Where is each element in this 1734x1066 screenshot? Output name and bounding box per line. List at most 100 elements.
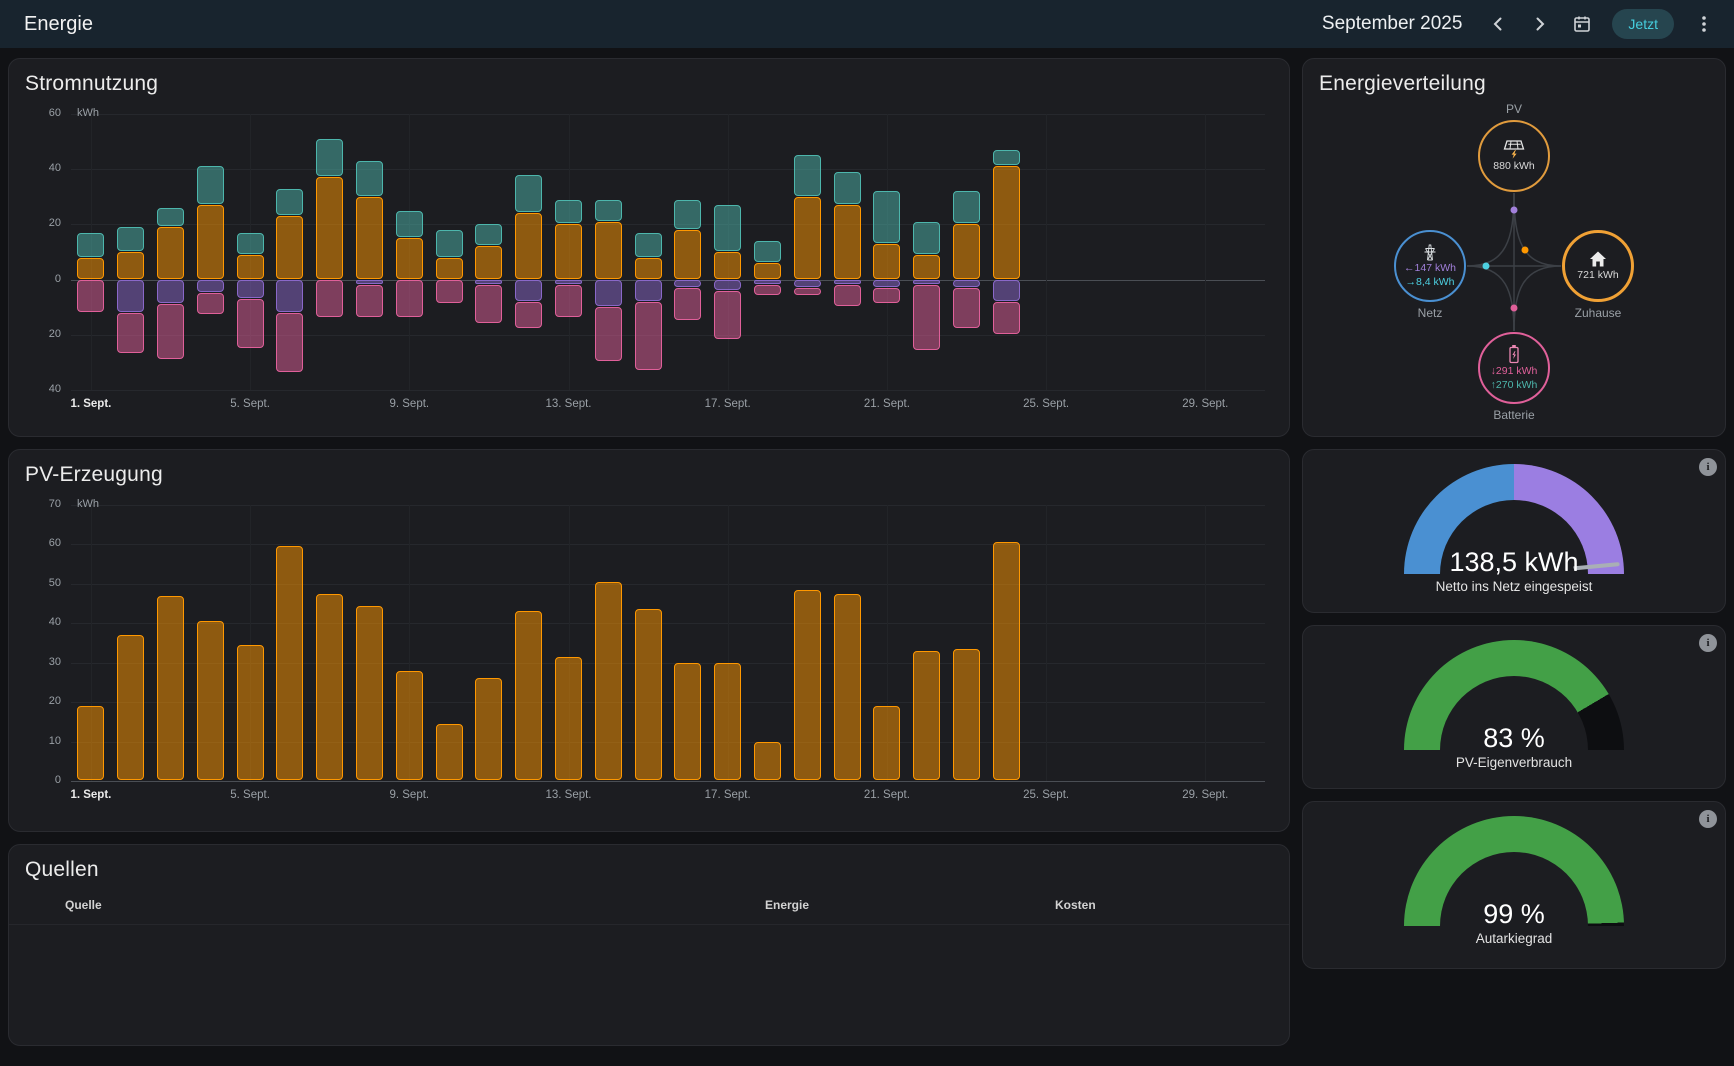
bar-segment[interactable] (714, 252, 742, 279)
bar-segment[interactable] (475, 224, 503, 246)
bar-segment[interactable] (992, 301, 1020, 334)
bar-segment[interactable] (515, 611, 543, 780)
bar-segment[interactable] (316, 177, 344, 279)
bar-segment[interactable] (435, 229, 463, 257)
bar-segment[interactable] (356, 160, 383, 196)
bar-segment[interactable] (953, 287, 980, 329)
bar-segment[interactable] (276, 312, 304, 373)
bar-segment[interactable] (555, 285, 582, 318)
bar-segment[interactable] (157, 304, 184, 359)
bar-segment[interactable] (117, 252, 145, 279)
stromnutzung-chart[interactable]: 60 40 20 0 20 40 kWh 1. Sept. 5. Sept. 9. Sept. 13… (25, 98, 1273, 420)
bar-segment[interactable] (833, 285, 861, 307)
next-period-button[interactable] (1520, 4, 1560, 44)
bar-segment[interactable] (475, 279, 503, 285)
bar-segment[interactable] (196, 205, 224, 279)
bar-segment[interactable] (435, 723, 463, 780)
bar-segment[interactable] (634, 257, 662, 279)
bar-segment[interactable] (236, 644, 264, 780)
bar-segment[interactable] (714, 205, 742, 251)
bar-segment[interactable] (833, 279, 861, 285)
bar-segment[interactable] (236, 254, 264, 279)
bar-segment[interactable] (674, 287, 702, 320)
bar-segment[interactable] (873, 287, 901, 304)
bar-segment[interactable] (873, 279, 901, 287)
bar-segment[interactable] (674, 229, 702, 279)
menu-button[interactable] (1684, 4, 1724, 44)
bar-segment[interactable] (117, 279, 145, 312)
bar-segment[interactable] (435, 257, 463, 279)
bar-segment[interactable] (356, 605, 383, 780)
bar-segment[interactable] (475, 246, 503, 279)
bar-segment[interactable] (196, 293, 224, 315)
bar-segment[interactable] (992, 149, 1020, 166)
bar-segment[interactable] (157, 279, 184, 304)
bar-segment[interactable] (634, 301, 662, 370)
bar-segment[interactable] (77, 232, 105, 257)
bar-segment[interactable] (992, 166, 1020, 279)
bar-segment[interactable] (276, 216, 304, 279)
bar-segment[interactable] (793, 196, 821, 279)
bar-segment[interactable] (117, 635, 145, 780)
info-icon[interactable]: i (1699, 810, 1717, 828)
bar-segment[interactable] (992, 279, 1020, 301)
bar-segment[interactable] (634, 609, 662, 780)
bar-segment[interactable] (196, 621, 224, 780)
bar-segment[interactable] (435, 279, 463, 304)
bar-segment[interactable] (555, 656, 582, 780)
bar-segment[interactable] (157, 207, 184, 227)
info-icon[interactable]: i (1699, 458, 1717, 476)
bar-segment[interactable] (873, 191, 901, 243)
bar-segment[interactable] (594, 581, 622, 780)
bar-segment[interactable] (754, 279, 781, 285)
bar-segment[interactable] (555, 199, 582, 224)
bar-segment[interactable] (953, 279, 980, 287)
bar-segment[interactable] (276, 188, 304, 216)
bar-segment[interactable] (77, 706, 105, 780)
bar-segment[interactable] (276, 546, 304, 780)
bar-segment[interactable] (793, 287, 821, 296)
bar-segment[interactable] (356, 285, 383, 318)
bar-segment[interactable] (754, 741, 781, 780)
bar-segment[interactable] (873, 706, 901, 780)
bar-segment[interactable] (953, 224, 980, 279)
info-icon[interactable]: i (1699, 634, 1717, 652)
bar-segment[interactable] (953, 191, 980, 224)
bar-segment[interactable] (833, 171, 861, 205)
bar-segment[interactable] (754, 240, 781, 263)
bar-segment[interactable] (754, 263, 781, 279)
bar-segment[interactable] (515, 174, 543, 213)
today-button[interactable]: Jetzt (1612, 9, 1674, 39)
bar-segment[interactable] (236, 279, 264, 298)
bar-segment[interactable] (953, 648, 980, 780)
bar-segment[interactable] (236, 232, 264, 254)
bar-segment[interactable] (117, 227, 145, 251)
bar-segment[interactable] (157, 595, 184, 780)
bar-segment[interactable] (793, 155, 821, 196)
bar-segment[interactable] (992, 542, 1020, 780)
bar-segment[interactable] (793, 589, 821, 780)
bar-segment[interactable] (913, 285, 941, 351)
prev-period-button[interactable] (1478, 4, 1518, 44)
bar-segment[interactable] (196, 279, 224, 293)
bar-segment[interactable] (594, 221, 622, 279)
bar-segment[interactable] (754, 285, 781, 296)
bar-segment[interactable] (594, 199, 622, 221)
bar-segment[interactable] (395, 670, 423, 780)
bar-segment[interactable] (913, 221, 941, 254)
bar-segment[interactable] (117, 312, 145, 354)
bar-segment[interactable] (674, 199, 702, 229)
pv-erzeugung-chart[interactable]: 70 60 50 40 30 20 10 0 kWh 1. Sept. 5. Sept. 9. Sep… (25, 489, 1273, 811)
bar-segment[interactable] (77, 279, 105, 312)
bar-segment[interactable] (196, 166, 224, 205)
bar-segment[interactable] (316, 138, 344, 177)
bar-segment[interactable] (873, 243, 901, 279)
bar-segment[interactable] (833, 205, 861, 279)
bar-segment[interactable] (714, 279, 742, 290)
bar-segment[interactable] (515, 301, 543, 329)
bar-segment[interactable] (555, 224, 582, 279)
bar-segment[interactable] (634, 279, 662, 301)
bar-segment[interactable] (913, 254, 941, 279)
bar-segment[interactable] (475, 678, 503, 780)
calendar-button[interactable] (1562, 4, 1602, 44)
